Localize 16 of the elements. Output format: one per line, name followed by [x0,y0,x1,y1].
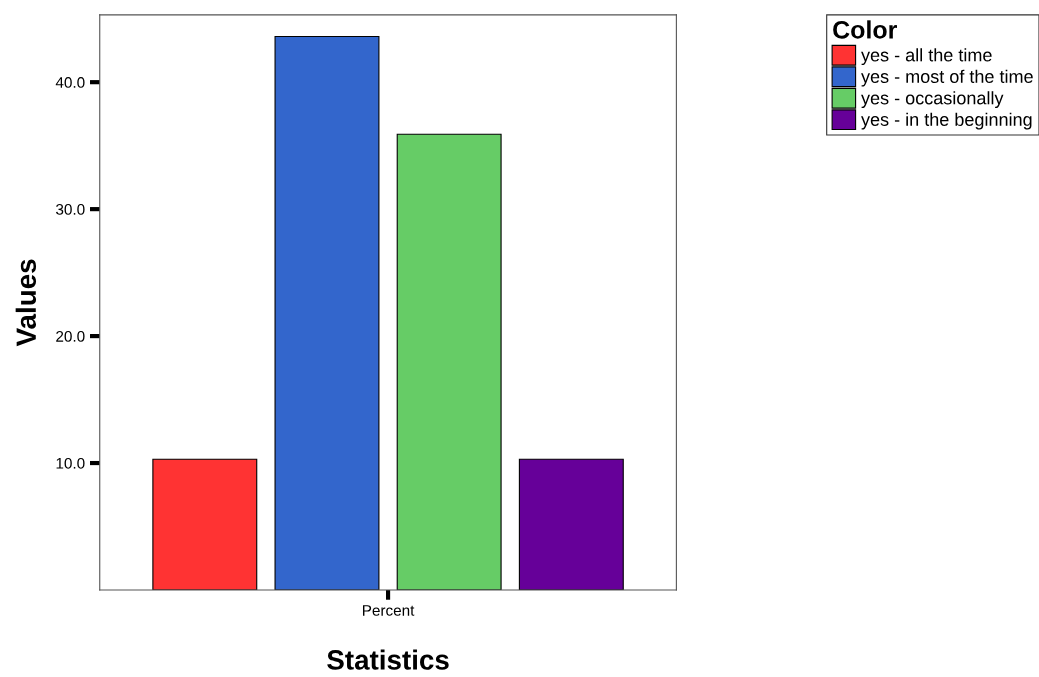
legend-label: yes - occasionally [861,91,1004,109]
x-axis-title: Statistics [327,649,449,670]
y-tick-label: 40.0 [55,77,85,88]
y-tick-label: 30.0 [56,204,85,215]
bar [396,133,502,591]
bar [152,458,258,591]
x-tick-label: Percent [363,605,415,616]
y-axis-title: Values [15,259,37,347]
bar [518,458,624,591]
legend-title: Color [833,20,898,39]
bar [274,35,380,591]
legend-label: yes - all the time [861,48,992,66]
y-tick-label: 10.0 [56,457,85,469]
y-tick-label: 20.0 [56,330,85,342]
legend-label: yes - in the beginning [861,112,1032,130]
legend-label: yes - most of the time [861,69,1033,87]
